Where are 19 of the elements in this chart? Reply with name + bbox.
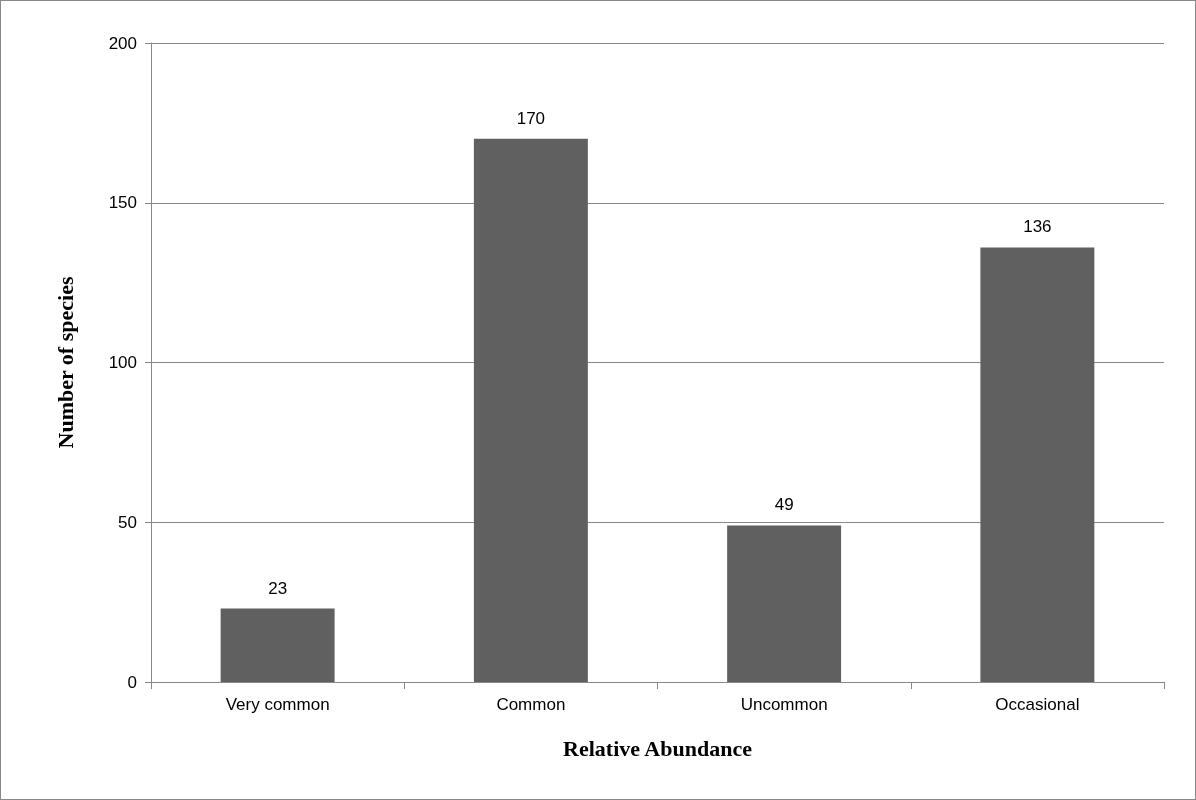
x-tick-label: Occasional — [995, 695, 1080, 714]
bar — [473, 138, 588, 682]
data-label: 23 — [268, 578, 288, 598]
data-label: 49 — [774, 495, 794, 515]
bar — [980, 247, 1095, 682]
bar — [220, 608, 335, 682]
y-tick-label: 150 — [108, 193, 137, 213]
data-label: 136 — [1023, 217, 1052, 237]
x-tick-label: Common — [496, 695, 566, 714]
x-axis-title: Relative Abundance — [563, 735, 753, 761]
y-tick-label: 50 — [118, 512, 137, 532]
y-tick-label: 100 — [108, 353, 137, 372]
data-label: 170 — [516, 108, 546, 128]
x-tick-label: Uncommon — [740, 695, 828, 714]
x-tick-label: Very common — [225, 695, 330, 714]
bar — [727, 525, 842, 682]
y-tick-label: 200 — [108, 33, 137, 53]
y-axis-title: Number of species — [52, 276, 78, 449]
y-tick-label: 0 — [127, 672, 137, 692]
